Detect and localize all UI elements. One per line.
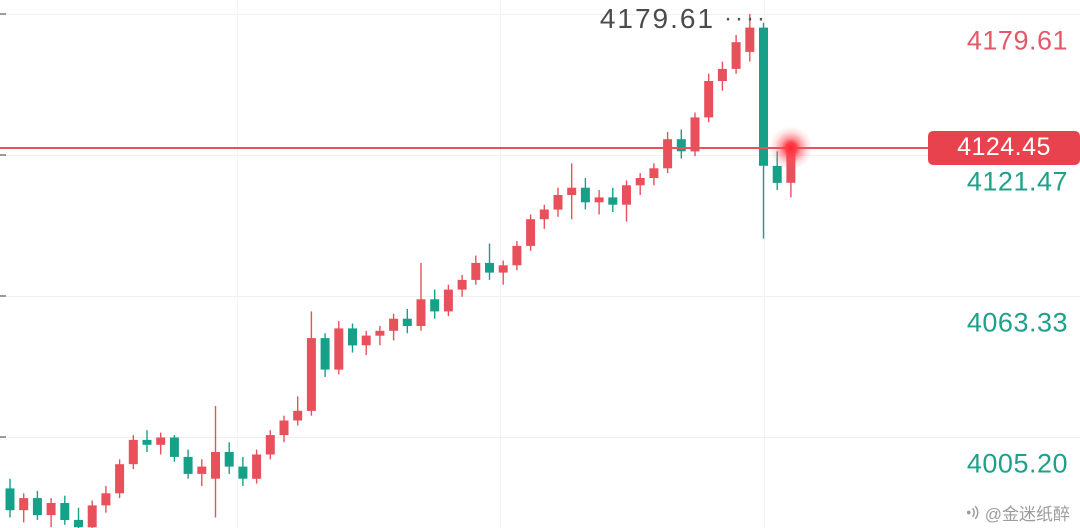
y-axis-label-1: 4121.47 <box>966 166 1068 197</box>
y-axis-tick <box>0 154 6 157</box>
y-axis-tick <box>0 13 6 16</box>
high-price-annotation: 4179.61 ···· <box>600 1 768 37</box>
horizontal-gridline <box>0 436 1080 438</box>
sound-waves-icon <box>965 505 980 520</box>
last-price-glow-dot <box>768 125 813 170</box>
vertical-gridline <box>237 0 238 528</box>
current-price-value: 4124.45 <box>957 133 1051 162</box>
current-price-badge: 4124.45 <box>928 130 1080 165</box>
y-axis-tick <box>0 435 6 438</box>
y-axis-tick <box>0 295 6 298</box>
vertical-gridline <box>500 0 501 528</box>
y-axis-label-3: 4005.20 <box>966 448 1068 479</box>
watermark-text: @金迷纸醉 <box>984 505 1070 524</box>
high-price-value: 4179.61 <box>599 3 716 34</box>
vertical-gridline <box>764 0 765 528</box>
horizontal-gridline <box>0 14 1080 16</box>
y-axis-label-2: 4063.33 <box>966 307 1068 338</box>
y-axis-label-high: 4179.61 <box>966 25 1068 56</box>
current-price-line <box>0 146 1080 149</box>
watermark: @金迷纸醉 <box>965 500 1070 525</box>
horizontal-gridline <box>0 296 1080 298</box>
horizontal-gridline <box>0 155 1080 157</box>
annotation-leader-dots: ···· <box>724 5 768 32</box>
